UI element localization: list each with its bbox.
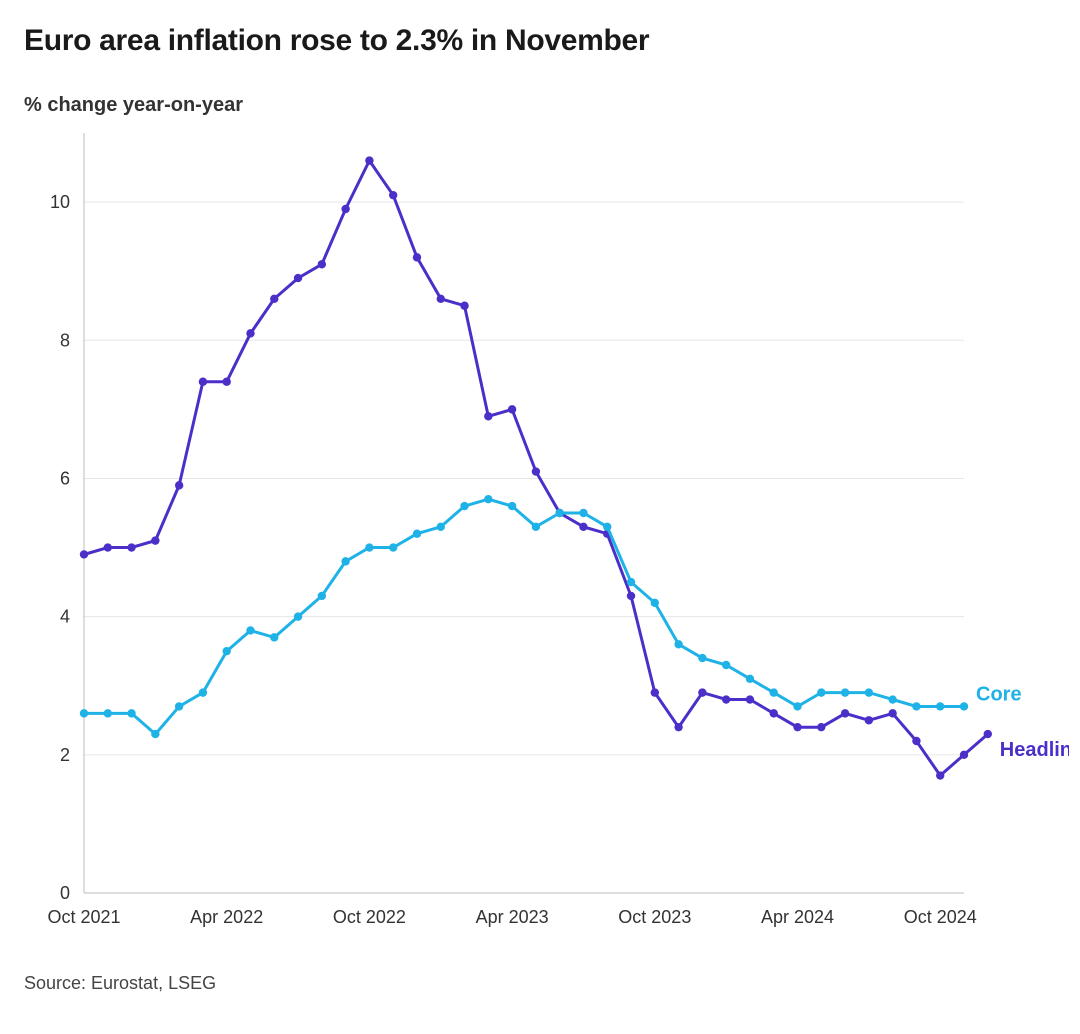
series-marker-headline: [199, 378, 207, 386]
x-tick-label: Oct 2023: [618, 907, 691, 927]
chart-title: Euro area inflation rose to 2.3% in Nove…: [24, 24, 1060, 58]
series-marker-core: [151, 730, 159, 738]
series-marker-core: [912, 702, 920, 710]
series-marker-headline: [175, 481, 183, 489]
series-marker-headline: [888, 709, 896, 717]
series-marker-core: [674, 640, 682, 648]
series-marker-headline: [817, 723, 825, 731]
series-marker-core: [484, 495, 492, 503]
series-marker-core: [199, 688, 207, 696]
series-marker-core: [770, 688, 778, 696]
x-tick-label: Apr 2022: [190, 907, 263, 927]
series-marker-headline: [151, 536, 159, 544]
series-label-headline: Headline: [1000, 739, 1069, 761]
chart-subtitle: % change year-on-year: [24, 94, 1060, 117]
series-marker-core: [389, 543, 397, 551]
series-marker-headline: [841, 709, 849, 717]
y-tick-label: 8: [60, 330, 70, 350]
series-marker-core: [793, 702, 801, 710]
series-marker-headline: [104, 543, 112, 551]
series-marker-core: [936, 702, 944, 710]
series-marker-core: [80, 709, 88, 717]
series-marker-core: [223, 647, 231, 655]
series-marker-headline: [532, 467, 540, 475]
series-marker-headline: [579, 523, 587, 531]
y-tick-label: 0: [60, 883, 70, 903]
series-marker-headline: [984, 730, 992, 738]
series-marker-headline: [437, 295, 445, 303]
series-marker-core: [413, 530, 421, 538]
x-tick-label: Apr 2023: [476, 907, 549, 927]
series-marker-headline: [127, 543, 135, 551]
x-tick-label: Oct 2024: [904, 907, 977, 927]
series-marker-core: [365, 543, 373, 551]
y-tick-label: 6: [60, 468, 70, 488]
y-tick-label: 4: [60, 607, 70, 627]
line-chart: 0 2 4 6 8 10 Oct 2021 Apr 2022 Oct 2022 Apr 2023 O…: [24, 123, 1069, 943]
series-marker-core: [127, 709, 135, 717]
series-marker-headline: [912, 737, 920, 745]
series-marker-core: [579, 509, 587, 517]
series-marker-core: [175, 702, 183, 710]
series-marker-headline: [746, 695, 754, 703]
series-marker-headline: [960, 751, 968, 759]
chart-area: 0 2 4 6 8 10 Oct 2021 Apr 2022 Oct 2022 Apr 2023 O…: [24, 123, 1060, 943]
series-marker-headline: [341, 205, 349, 213]
series-marker-core: [651, 599, 659, 607]
series-marker-headline: [651, 688, 659, 696]
series-marker-headline: [318, 260, 326, 268]
series-marker-core: [270, 633, 278, 641]
series-marker-core: [508, 502, 516, 510]
series-marker-headline: [460, 302, 468, 310]
series-marker-headline: [413, 253, 421, 261]
series-marker-core: [960, 702, 968, 710]
series-marker-core: [532, 523, 540, 531]
series-marker-core: [722, 661, 730, 669]
series-marker-headline: [865, 716, 873, 724]
series-marker-core: [318, 592, 326, 600]
x-tick-label: Oct 2021: [47, 907, 120, 927]
series-marker-core: [746, 675, 754, 683]
series-marker-core: [865, 688, 873, 696]
series-marker-headline: [223, 378, 231, 386]
series-marker-core: [246, 626, 254, 634]
series-marker-headline: [294, 274, 302, 282]
series-marker-headline: [246, 329, 254, 337]
series-marker-core: [437, 523, 445, 531]
chart-source: Source: Eurostat, LSEG: [24, 973, 1060, 994]
series-marker-core: [888, 695, 896, 703]
series-label-core: Core: [976, 683, 1022, 705]
series-marker-headline: [484, 412, 492, 420]
series-marker-core: [603, 523, 611, 531]
series-marker-headline: [389, 191, 397, 199]
series-marker-core: [841, 688, 849, 696]
series-marker-headline: [270, 295, 278, 303]
series-marker-headline: [365, 156, 373, 164]
x-tick-label: Oct 2022: [333, 907, 406, 927]
series-marker-headline: [698, 688, 706, 696]
series-marker-core: [555, 509, 563, 517]
series-marker-core: [698, 654, 706, 662]
series-marker-headline: [770, 709, 778, 717]
series-marker-core: [341, 557, 349, 565]
series-marker-headline: [936, 771, 944, 779]
series-marker-headline: [80, 550, 88, 558]
series-marker-headline: [508, 405, 516, 413]
series-marker-core: [627, 578, 635, 586]
series-marker-headline: [627, 592, 635, 600]
y-tick-label: 2: [60, 745, 70, 765]
series-marker-core: [460, 502, 468, 510]
x-tick-label: Apr 2024: [761, 907, 834, 927]
series-marker-headline: [674, 723, 682, 731]
series-marker-core: [104, 709, 112, 717]
series-marker-core: [817, 688, 825, 696]
series-marker-core: [294, 612, 302, 620]
series-marker-headline: [722, 695, 730, 703]
y-tick-label: 10: [50, 192, 70, 212]
series-marker-headline: [793, 723, 801, 731]
